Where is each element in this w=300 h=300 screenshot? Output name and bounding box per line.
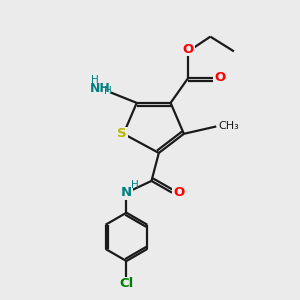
- Text: N: N: [121, 186, 132, 199]
- Text: S: S: [117, 127, 127, 140]
- Text: Cl: Cl: [119, 277, 134, 290]
- Text: O: O: [173, 186, 184, 199]
- Text: H: H: [91, 75, 98, 85]
- Text: H: H: [104, 86, 112, 96]
- Text: CH₃: CH₃: [219, 122, 239, 131]
- Text: H: H: [131, 180, 139, 190]
- Text: NH: NH: [90, 82, 110, 95]
- Text: O: O: [183, 43, 194, 56]
- Text: O: O: [214, 71, 225, 84]
